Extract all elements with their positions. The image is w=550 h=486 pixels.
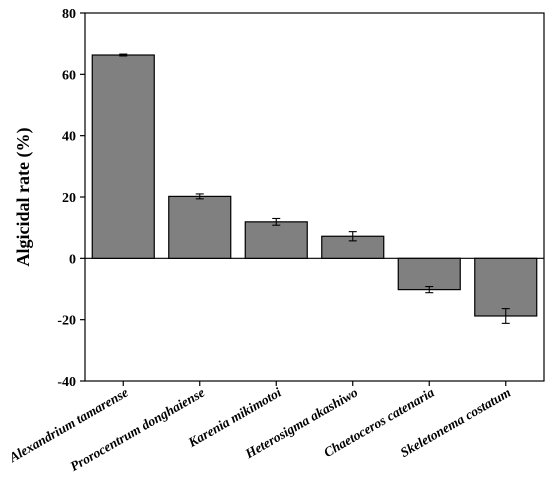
y-tick-label: 40 [62, 130, 76, 145]
category-label: Alexandrium tamarense [6, 385, 131, 466]
y-tick-label: 80 [62, 7, 76, 22]
y-tick-label: -20 [57, 314, 76, 329]
y-tick-label: 0 [69, 252, 76, 267]
error-bars [119, 53, 510, 324]
y-axis: -40 -20 0 20 40 60 80 [57, 7, 85, 390]
y-axis-title: Algicidal rate (%) [13, 128, 34, 267]
bar [91, 54, 155, 259]
y-tick-label: 20 [62, 191, 76, 206]
bar [474, 257, 538, 317]
bar [397, 257, 461, 291]
y-tick-label: 60 [62, 68, 76, 83]
bar [244, 221, 308, 259]
x-axis [85, 257, 544, 386]
bar [168, 195, 232, 259]
y-tick-label: -40 [57, 375, 76, 390]
plot-frame [84, 12, 545, 382]
bars [91, 54, 538, 317]
category-label: Prorocentrum donghaiense [68, 385, 208, 474]
